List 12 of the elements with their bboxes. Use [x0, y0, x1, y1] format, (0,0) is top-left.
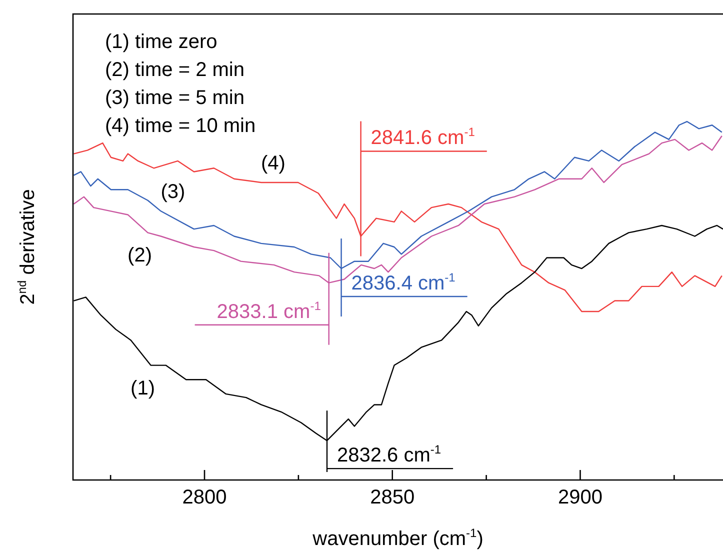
x-tick-label: 2800 [182, 486, 227, 509]
text: (3) time = 5 min [105, 87, 244, 109]
y-axis-title: 2nd derivative [15, 189, 39, 305]
x-tick-label: 2850 [370, 486, 415, 509]
annotation: (4) time = 10 min [105, 115, 256, 137]
x-tick-label: 2900 [558, 486, 602, 509]
text: (2) time = 2 min [105, 59, 244, 81]
series-label: (2) [128, 244, 152, 267]
text: (1) time zero [105, 31, 218, 53]
series-label: (4) [261, 152, 286, 174]
series-label: (3) [160, 181, 186, 204]
series-label: (1) [130, 377, 156, 400]
